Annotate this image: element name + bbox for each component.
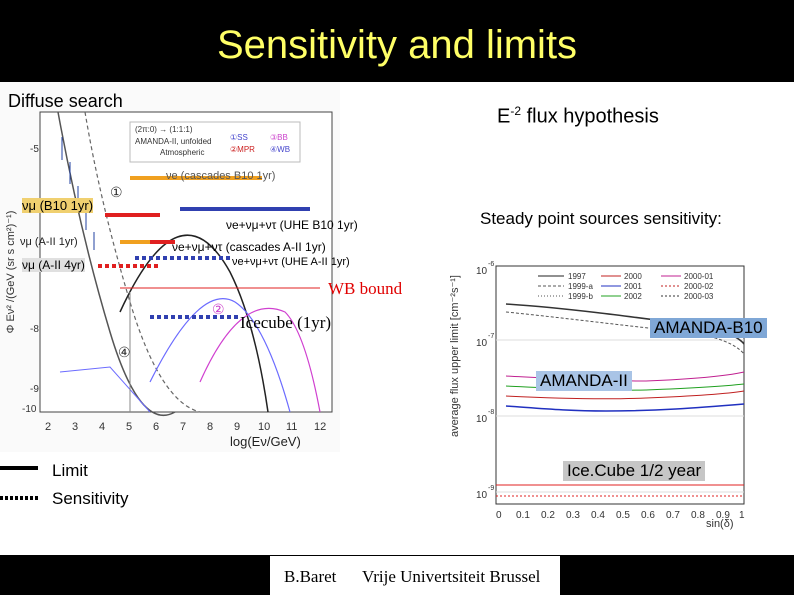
diffuse-y-label: Φ Eν² /(GeV (sr s cm²)⁻¹) [5,211,17,334]
label-nue-cascades-b10: νe (cascades B10 1yr) [166,170,276,182]
diffuse-x-ticks: 2 3 4 5 6 7 8 9 10 11 12 [45,421,326,433]
svg-text:-8: -8 [488,409,494,416]
legend-limit: Limit [52,461,88,480]
svg-text:0: 0 [496,510,502,521]
point-source-chart: average flux upper limit [cm⁻²s⁻¹] 10-6 … [449,261,745,521]
svg-text:2000-03: 2000-03 [684,292,714,301]
ps-x-label: sin(δ) [706,518,734,530]
svg-text:10: 10 [476,490,488,501]
flux-hypothesis: E-2 flux hypothesis [497,104,659,128]
svg-text:11: 11 [286,421,297,433]
svg-text:0.4: 0.4 [591,510,605,521]
label-numu-a2-4yr: νμ (A-II 4yr) [22,258,85,272]
svg-text:0.5: 0.5 [616,510,630,521]
ps-series-a2 [505,403,745,412]
steady-heading: Steady point sources sensitivity: [480,209,722,228]
svg-text:-9: -9 [30,384,39,395]
diffuse-legend-mpr: ②MPR [230,145,255,154]
svg-text:-10: -10 [22,404,37,415]
svg-text:0.9: 0.9 [716,510,730,521]
curve-label-2: ② [212,301,225,317]
label-icecube-half: Ice.Cube 1/2 year [563,461,706,481]
diffuse-x-label: log(Eν/GeV) [230,434,301,449]
diffuse-legend-flavor: (2π:0) → (1:1:1) [135,125,193,134]
svg-text:-7: -7 [488,333,494,340]
svg-text:10: 10 [258,421,270,433]
ps-legend: 1997 1999-a 1999-b 2000 2001 2002 2000-0… [538,272,714,301]
diffuse-heading: Diffuse search [8,91,123,111]
svg-text:-9: -9 [488,485,494,492]
diffuse-legend-atmos: Atmospheric [160,148,204,157]
label-uhe-b10: νe+νμ+ντ (UHE B10 1yr) [226,218,358,232]
label-numu-a2-1yr: νμ (A-II 1yr) [20,236,78,248]
svg-text:2000-01: 2000-01 [684,272,714,281]
svg-text:0.3: 0.3 [566,510,580,521]
ps-x-ticks: 0 0.1 0.2 0.3 0.4 0.5 0.6 0.7 0.8 0.9 1 [496,510,745,521]
curve-label-4: ④ [118,344,131,360]
svg-text:8: 8 [207,421,213,433]
ps-y-ticks: 10-6 10-7 10-8 10-9 [476,261,494,501]
svg-text:1: 1 [739,510,745,521]
svg-text:6: 6 [153,421,159,433]
svg-text:1999-a: 1999-a [568,282,593,291]
svg-text:0.7: 0.7 [666,510,680,521]
svg-text:2000: 2000 [624,272,642,281]
slide-title: Sensitivity and limits [0,20,794,70]
curve-label-1: ① [110,184,123,200]
footer-panel [270,556,560,595]
svg-text:10: 10 [476,266,488,277]
footer-institute: Vrije Univertsiteit Brussel [362,567,541,586]
svg-text:2002: 2002 [624,292,642,301]
label-wb-bound: WB bound [328,279,403,298]
legend-sensitivity: Sensitivity [52,489,129,508]
svg-text:5: 5 [126,421,132,433]
label-uhe-a2: νe+νμ+ντ (UHE A-II 1yr) [232,256,350,268]
footer-author: B.Baret [284,567,337,586]
svg-text:-5: -5 [30,144,39,155]
legend-lines [0,466,38,500]
svg-text:1999-b: 1999-b [568,292,593,301]
label-amanda-b10: AMANDA-B10 [650,318,767,338]
label-cascades-a2: νe+νμ+ντ (cascades A-II 1yr) [172,240,326,254]
diffuse-legend-amanda: AMANDA-II, unfolded [135,137,211,146]
svg-text:2000-02: 2000-02 [684,282,714,291]
svg-text:0.1: 0.1 [516,510,530,521]
label-amanda-ii: AMANDA-II [536,371,632,391]
svg-text:9: 9 [234,421,240,433]
svg-text:2001: 2001 [624,282,642,291]
svg-text:0.8: 0.8 [691,510,705,521]
diffuse-legend-ss: ①SS [230,133,248,142]
svg-text:-8: -8 [30,324,39,335]
label-numu-b10: νμ (B10 1yr) [22,198,94,213]
limit-bars [98,176,320,319]
svg-text:10: 10 [476,338,488,349]
svg-text:1997: 1997 [568,272,586,281]
svg-text:7: 7 [180,421,186,433]
diffuse-legend-bb: ③BB [270,133,288,142]
svg-text:-6: -6 [488,261,494,268]
diffuse-legend-wb: ④WB [270,145,290,154]
svg-text:3: 3 [72,421,78,433]
svg-text:0.6: 0.6 [641,510,655,521]
svg-text:10: 10 [476,414,488,425]
diffuse-chart: Φ Eν² /(GeV (sr s cm²)⁻¹) (2π:0) → (1:1:… [0,82,340,452]
svg-text:12: 12 [314,421,326,433]
ps-y-label: average flux upper limit [cm⁻²s⁻¹] [449,275,461,437]
svg-text:2: 2 [45,421,51,433]
svg-text:4: 4 [99,421,105,433]
label-icecube: Icecube (1yr) [240,313,332,332]
svg-text:0.2: 0.2 [541,510,555,521]
